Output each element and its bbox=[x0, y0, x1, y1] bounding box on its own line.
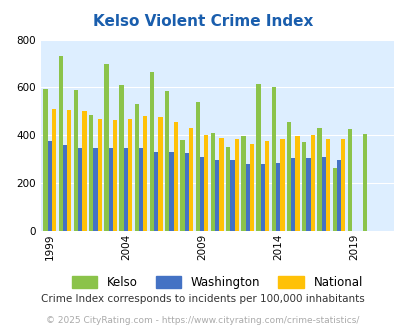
Bar bbox=[260, 164, 264, 231]
Legend: Kelso, Washington, National: Kelso, Washington, National bbox=[66, 271, 367, 294]
Bar bbox=[301, 143, 306, 231]
Bar bbox=[306, 158, 310, 231]
Bar bbox=[188, 128, 193, 231]
Bar bbox=[230, 160, 234, 231]
Bar bbox=[290, 158, 295, 231]
Bar bbox=[241, 137, 245, 231]
Bar bbox=[325, 139, 329, 231]
Bar bbox=[275, 163, 279, 231]
Bar bbox=[249, 144, 254, 231]
Bar bbox=[195, 102, 199, 231]
Bar bbox=[340, 139, 345, 231]
Bar bbox=[219, 138, 223, 231]
Bar bbox=[264, 141, 269, 231]
Bar bbox=[89, 115, 93, 231]
Bar bbox=[347, 129, 351, 231]
Bar bbox=[154, 152, 158, 231]
Bar bbox=[52, 109, 56, 231]
Bar bbox=[43, 89, 47, 231]
Bar bbox=[256, 84, 260, 231]
Bar bbox=[332, 168, 336, 231]
Bar bbox=[321, 157, 325, 231]
Bar bbox=[245, 164, 249, 231]
Bar bbox=[279, 139, 284, 231]
Bar bbox=[139, 148, 143, 231]
Bar bbox=[104, 64, 108, 231]
Bar bbox=[93, 148, 97, 231]
Bar bbox=[362, 134, 367, 231]
Bar bbox=[158, 117, 162, 231]
Bar bbox=[63, 145, 67, 231]
Bar bbox=[47, 141, 52, 231]
Bar bbox=[134, 104, 139, 231]
Bar bbox=[271, 87, 275, 231]
Bar bbox=[58, 56, 63, 231]
Bar bbox=[184, 153, 188, 231]
Bar bbox=[165, 91, 169, 231]
Bar bbox=[336, 160, 340, 231]
Bar bbox=[149, 72, 154, 231]
Bar bbox=[295, 137, 299, 231]
Bar bbox=[82, 112, 86, 231]
Bar bbox=[210, 133, 215, 231]
Bar bbox=[128, 118, 132, 231]
Bar bbox=[180, 140, 184, 231]
Bar bbox=[204, 135, 208, 231]
Bar bbox=[286, 122, 290, 231]
Bar bbox=[310, 135, 314, 231]
Bar bbox=[173, 122, 177, 231]
Bar bbox=[143, 116, 147, 231]
Bar bbox=[234, 139, 238, 231]
Text: Kelso Violent Crime Index: Kelso Violent Crime Index bbox=[93, 14, 312, 29]
Bar bbox=[97, 118, 102, 231]
Bar bbox=[113, 120, 117, 231]
Bar bbox=[74, 90, 78, 231]
Bar bbox=[215, 160, 219, 231]
Bar bbox=[119, 85, 124, 231]
Bar bbox=[226, 147, 230, 231]
Bar bbox=[317, 128, 321, 231]
Bar bbox=[124, 148, 128, 231]
Bar bbox=[78, 148, 82, 231]
Bar bbox=[199, 157, 204, 231]
Bar bbox=[169, 152, 173, 231]
Text: © 2025 CityRating.com - https://www.cityrating.com/crime-statistics/: © 2025 CityRating.com - https://www.city… bbox=[46, 316, 359, 325]
Bar bbox=[67, 110, 71, 231]
Bar bbox=[108, 148, 113, 231]
Text: Crime Index corresponds to incidents per 100,000 inhabitants: Crime Index corresponds to incidents per… bbox=[41, 294, 364, 304]
